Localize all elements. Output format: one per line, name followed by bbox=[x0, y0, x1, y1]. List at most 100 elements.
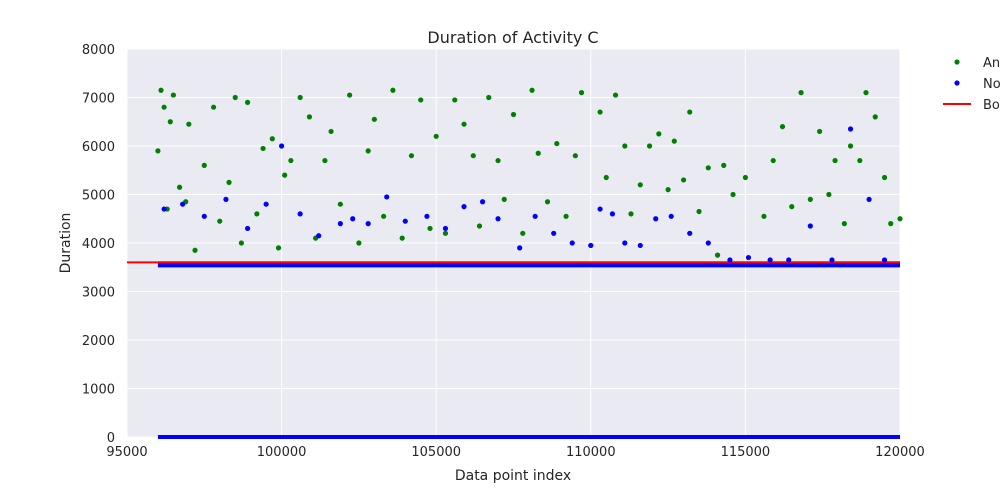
data-point-no bbox=[866, 196, 872, 202]
data-point-an bbox=[399, 235, 405, 241]
data-point-no bbox=[442, 225, 449, 232]
data-point-an bbox=[210, 104, 217, 110]
data-point-no bbox=[316, 233, 322, 239]
data-point-an bbox=[578, 90, 585, 96]
data-point-an bbox=[841, 221, 847, 227]
data-point-an bbox=[807, 196, 813, 202]
data-point-no bbox=[161, 206, 167, 212]
data-point-an bbox=[671, 138, 677, 144]
data-point-an bbox=[269, 136, 275, 142]
data-point-no bbox=[350, 216, 356, 222]
data-point-no bbox=[569, 240, 575, 246]
data-point-an bbox=[554, 140, 560, 147]
data-point-an bbox=[742, 174, 749, 181]
data-point-an bbox=[365, 148, 371, 154]
data-point-an bbox=[826, 191, 832, 198]
data-point-an bbox=[897, 216, 903, 222]
data-point-an bbox=[863, 90, 869, 96]
data-point-an bbox=[510, 111, 517, 118]
data-point-an bbox=[275, 245, 282, 251]
data-point-an bbox=[288, 157, 294, 164]
data-point-an bbox=[656, 131, 662, 137]
data-point-an bbox=[770, 157, 776, 164]
data-point-an bbox=[714, 252, 721, 258]
data-point-an bbox=[832, 157, 838, 164]
data-point-an bbox=[470, 153, 476, 159]
data-point-an bbox=[282, 172, 288, 178]
y-tick-label: 2000 bbox=[82, 334, 115, 349]
data-point-no bbox=[244, 225, 251, 232]
data-point-an bbox=[381, 213, 387, 219]
data-point-an bbox=[665, 187, 671, 193]
data-point-an bbox=[167, 119, 173, 125]
data-point-an bbox=[254, 211, 260, 217]
data-point-an bbox=[888, 221, 894, 227]
data-point-an bbox=[603, 174, 609, 181]
legend-label: No bbox=[983, 77, 1000, 92]
data-point-an bbox=[563, 213, 569, 219]
data-point-an bbox=[520, 230, 526, 236]
data-point-no bbox=[201, 213, 207, 219]
data-point-no bbox=[653, 216, 659, 222]
data-point-an bbox=[847, 143, 854, 149]
data-point-no bbox=[263, 201, 269, 207]
x-tick-label: 105000 bbox=[411, 445, 461, 460]
data-point-an bbox=[337, 201, 343, 207]
legend-marker bbox=[954, 80, 960, 86]
data-points bbox=[127, 87, 903, 439]
data-point-no bbox=[223, 196, 229, 202]
data-point-an bbox=[201, 162, 207, 168]
data-point-an bbox=[408, 153, 415, 159]
data-point-no bbox=[767, 257, 773, 263]
data-point-no bbox=[551, 230, 557, 236]
y-axis-label: Duration bbox=[58, 213, 74, 274]
data-point-no bbox=[637, 242, 643, 249]
x-tick-label: 110000 bbox=[566, 445, 616, 460]
data-point-no bbox=[384, 194, 390, 200]
data-point-an bbox=[433, 133, 439, 139]
data-point-an bbox=[328, 128, 334, 135]
data-point-an bbox=[495, 157, 501, 164]
x-tick-label: 120000 bbox=[875, 445, 925, 460]
data-point-no bbox=[727, 257, 733, 263]
data-point-an bbox=[297, 94, 303, 101]
data-point-an bbox=[779, 124, 786, 130]
data-point-an bbox=[452, 97, 458, 103]
data-point-an bbox=[217, 218, 223, 224]
data-point-an bbox=[501, 196, 507, 202]
tick-labels: 95000 100000 105000 110000 115000 120000 0 1000… bbox=[82, 43, 925, 460]
data-point-no bbox=[881, 257, 888, 263]
data-point-no bbox=[402, 218, 408, 224]
data-point-an bbox=[238, 240, 245, 246]
data-point-an bbox=[244, 99, 251, 105]
data-point-an bbox=[721, 162, 727, 168]
data-point-an bbox=[176, 184, 183, 190]
y-tick-label: 5000 bbox=[82, 189, 115, 204]
data-point-an bbox=[687, 109, 693, 115]
data-point-no bbox=[479, 199, 486, 205]
data-point-an bbox=[322, 157, 328, 164]
chart-title: Duration of Activity C bbox=[427, 28, 598, 47]
data-point-an bbox=[857, 157, 863, 164]
y-tick-label: 3000 bbox=[82, 286, 115, 301]
data-point-no bbox=[597, 206, 603, 212]
data-point-an bbox=[170, 92, 176, 98]
data-point-no bbox=[424, 213, 430, 219]
data-point-an bbox=[427, 225, 433, 232]
data-point-no bbox=[532, 213, 538, 219]
data-point-an bbox=[622, 143, 628, 149]
data-point-an bbox=[705, 165, 711, 171]
data-point-no bbox=[807, 223, 813, 229]
data-point-no bbox=[365, 221, 371, 227]
legend-label: An bbox=[983, 56, 1000, 71]
data-point-an bbox=[371, 116, 377, 122]
data-point-an bbox=[356, 240, 362, 246]
data-point-no bbox=[609, 211, 616, 217]
data-point-no bbox=[461, 204, 467, 210]
data-point-no bbox=[668, 213, 674, 219]
y-tick-label: 8000 bbox=[82, 43, 115, 58]
y-tick-label: 7000 bbox=[82, 92, 115, 107]
data-point-an bbox=[696, 208, 702, 215]
grid-lines bbox=[126, 48, 901, 438]
